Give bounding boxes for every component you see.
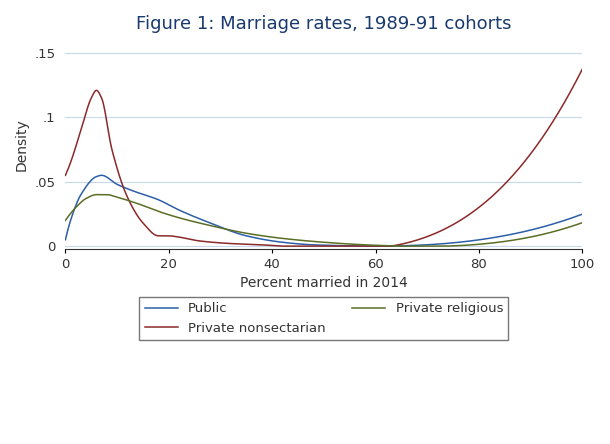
- Legend: Public, Private nonsectarian, Private religious: Public, Private nonsectarian, Private re…: [139, 297, 509, 340]
- X-axis label: Percent married in 2014: Percent married in 2014: [240, 276, 407, 290]
- Y-axis label: Density: Density: [15, 118, 29, 171]
- Title: Figure 1: Marriage rates, 1989-91 cohorts: Figure 1: Marriage rates, 1989-91 cohort…: [136, 15, 512, 33]
